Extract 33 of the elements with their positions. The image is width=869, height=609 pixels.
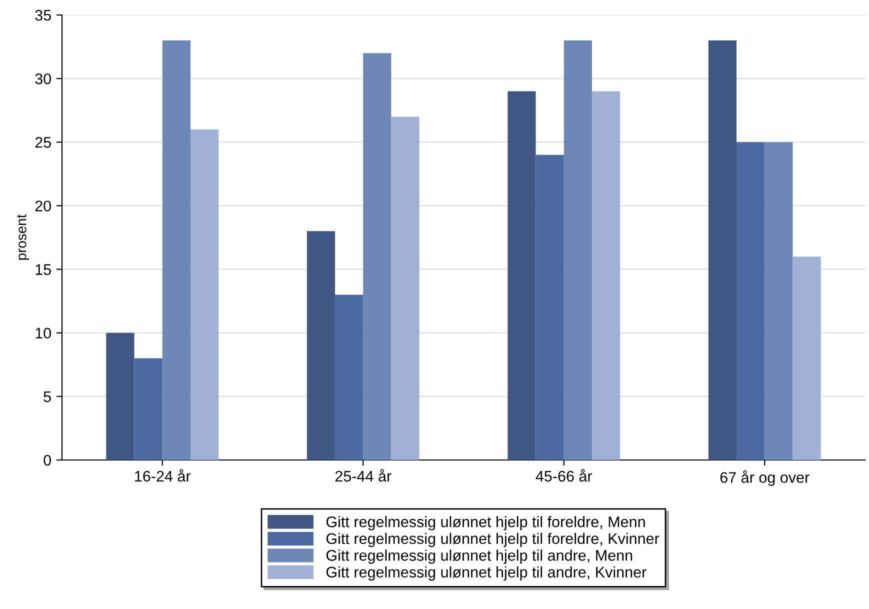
bar	[134, 358, 162, 460]
y-tick-label: 20	[35, 200, 51, 212]
legend-label: Gitt regelmessig ulønnet hjelp til foreldre, Kvinner	[326, 532, 660, 548]
x-tick-label: 16-24 år	[135, 469, 191, 482]
x-tick-label: 67 år og over	[720, 470, 810, 486]
bar	[190, 129, 219, 460]
y-tick-label: 5	[44, 391, 51, 402]
bar	[106, 332, 134, 460]
bar	[592, 91, 620, 460]
legend-label: Gitt regelmessig ulønnet hjelp til andre, Kvinner	[326, 566, 646, 581]
legend-label: Gitt regelmessig ulønnet hjelp til foreldre, Menn	[326, 516, 645, 530]
bar	[335, 294, 364, 460]
bar	[306, 231, 336, 460]
bar	[536, 154, 564, 460]
x-tick-label: 45-66 år	[536, 469, 592, 482]
bar	[391, 116, 420, 460]
bar	[736, 142, 765, 460]
y-tick-label: 35	[35, 10, 51, 21]
y-axis-title: prosent	[17, 214, 30, 260]
bar	[162, 40, 190, 460]
legend-label: Gitt regelmessig ulønnet hjelp til andre, Menn	[326, 550, 632, 564]
y-tick-label: 30	[35, 73, 51, 84]
bar	[708, 40, 737, 460]
y-tick-label: 0	[44, 454, 51, 466]
bar	[508, 91, 536, 460]
bar	[363, 53, 392, 460]
y-tick-label: 25	[35, 137, 51, 148]
x-tick-label: 25-44 år	[335, 469, 392, 482]
bar	[564, 40, 592, 460]
y-tick-label: 10	[36, 328, 51, 339]
y-tick-label: 15	[36, 264, 51, 275]
bar	[764, 142, 793, 460]
bar	[792, 256, 821, 460]
